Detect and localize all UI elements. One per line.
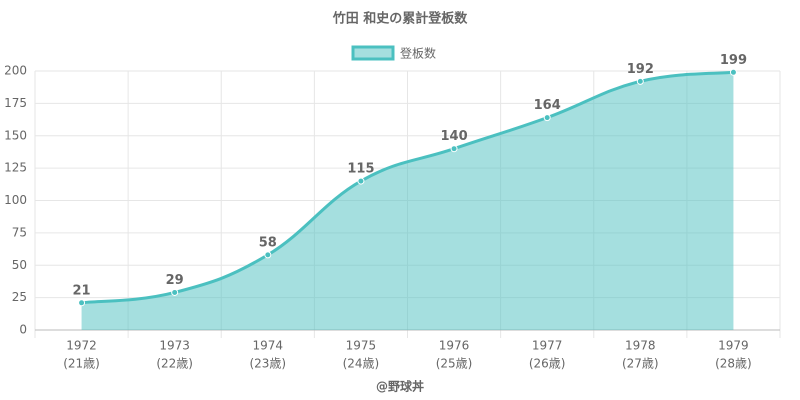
x-tick-label: 1972	[66, 339, 97, 353]
chart-title: 竹田 和史の累計登板数	[332, 11, 469, 27]
point	[729, 68, 737, 76]
x-tick-sublabel: (23歳)	[249, 357, 286, 371]
x-tick-label: 1975	[346, 339, 377, 353]
legend-swatch	[351, 45, 395, 61]
line	[81, 70, 734, 305]
value-label: 115	[347, 162, 374, 177]
value-label: 192	[627, 62, 654, 77]
y-tick-label: 25	[12, 290, 27, 304]
y-tick-label: 100	[4, 193, 27, 207]
legend-label: 登板数	[400, 46, 436, 61]
value-label: 199	[720, 53, 747, 68]
x-tick-sublabel: (26歳)	[529, 357, 566, 371]
x-tick-sublabel: (28歳)	[715, 357, 752, 371]
source: @野球丼	[376, 379, 424, 394]
y-tick-label: 50	[12, 258, 27, 272]
y-tick-label: 75	[12, 225, 27, 239]
x-tick-label: 1973	[159, 339, 190, 353]
value-label: 164	[534, 98, 561, 113]
x-tick-label: 1977	[532, 339, 563, 353]
value-label: 140	[440, 129, 467, 144]
point	[264, 251, 272, 259]
point	[636, 77, 644, 85]
area	[81, 72, 734, 331]
x-tick-sublabel: (21歳)	[63, 357, 100, 371]
y-tick-label: 150	[4, 128, 27, 142]
point	[357, 177, 365, 185]
point	[171, 288, 179, 296]
value-label: 29	[166, 273, 184, 288]
x-tick-label: 1974	[253, 339, 284, 353]
y-tick-label: 125	[4, 161, 27, 175]
x-tick-sublabel: (25歳)	[436, 357, 473, 371]
x-tick-label: 1979	[718, 339, 749, 353]
value-label: 21	[73, 283, 91, 298]
x-tick-sublabel: (27歳)	[622, 357, 659, 371]
point	[78, 299, 86, 307]
point	[450, 145, 458, 153]
x-tick-label: 1978	[625, 339, 656, 353]
x-tick-label: 1976	[439, 339, 470, 353]
y-tick-label: 0	[19, 323, 27, 337]
x-tick-sublabel: (24歳)	[343, 357, 380, 371]
x-tick-sublabel: (22歳)	[156, 357, 193, 371]
point	[543, 114, 551, 122]
value-label: 58	[259, 235, 277, 250]
y-tick-label: 175	[4, 96, 27, 110]
y-tick-label: 200	[4, 64, 27, 78]
